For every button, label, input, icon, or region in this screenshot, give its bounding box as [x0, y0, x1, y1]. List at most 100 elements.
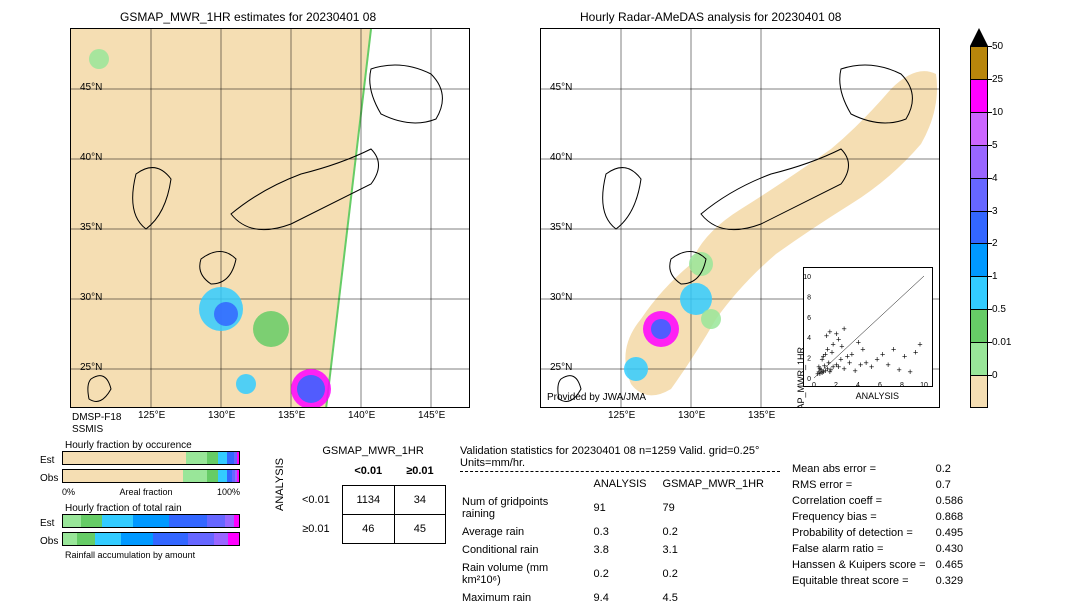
map-tick: 130°E	[678, 410, 705, 421]
frac-segment	[77, 533, 95, 545]
metric-label: Hanssen & Kuipers score =	[792, 558, 926, 572]
obs-label: Obs	[40, 473, 62, 484]
scatter-point: +	[834, 329, 839, 339]
precip-blob	[236, 374, 256, 394]
precip-blob	[253, 311, 289, 347]
scatter-point: +	[869, 362, 874, 372]
colorbar-tick: 0.5	[992, 304, 1006, 315]
svg-text:10: 10	[804, 274, 811, 281]
ct-00: 1134	[342, 486, 394, 515]
vt-label: Maximum rain	[462, 590, 592, 606]
frac-segment	[214, 533, 228, 545]
vt-label: Num of gridpoints raining	[462, 494, 592, 522]
frac-segment	[228, 533, 239, 545]
colorbar-tick: 5	[992, 140, 998, 151]
frac-segment	[218, 470, 227, 482]
vt-h1: GSMAP_MWR_1HR	[663, 476, 778, 492]
svg-text:6: 6	[878, 382, 882, 388]
svg-text:10: 10	[920, 382, 928, 388]
ct-rh1: ≥0.01	[290, 515, 342, 544]
scatter-point: +	[908, 367, 913, 377]
colorbar-tick: 0.01	[992, 337, 1011, 348]
metric-label: Mean abs error =	[792, 462, 926, 476]
vt-b: 79	[663, 494, 778, 522]
scatter-plot: ++++++++++++++++++++++++++++++++++++++++…	[803, 267, 933, 387]
vt-a: 91	[594, 494, 661, 522]
metric-label: Equitable threat score =	[792, 574, 926, 588]
metric-value: 0.430	[928, 542, 964, 556]
validation-title: Validation statistics for 20230401 08 n=…	[460, 445, 780, 469]
metric-label: False alarm ratio =	[792, 542, 926, 556]
fraction-legend: Rainfall accumulation by amount	[65, 550, 240, 560]
satellite-label-1: DMSP-F18	[72, 412, 121, 423]
frac-segment	[234, 515, 239, 527]
colorbar-segment	[970, 342, 988, 375]
frac-axis-mid: Areal fraction	[75, 487, 217, 497]
frac-segment	[207, 452, 218, 464]
frac-segment	[225, 515, 234, 527]
svg-text:2: 2	[834, 382, 838, 388]
ct-11: 45	[394, 515, 445, 544]
map-tick: 30°N	[80, 292, 102, 303]
metric-label: RMS error =	[792, 478, 926, 492]
scatter-point: +	[902, 352, 907, 362]
scatter-point: +	[821, 352, 826, 362]
frac-segment	[153, 533, 188, 545]
map-tick: 145°E	[418, 410, 445, 421]
frac-segment	[121, 533, 153, 545]
metric-value: 0.868	[928, 510, 964, 524]
scatter-point: +	[897, 365, 902, 375]
scatter-svg: ++++++++++++++++++++++++++++++++++++++++…	[804, 268, 934, 388]
metric-value: 0.586	[928, 494, 964, 508]
colorbar-tick: 3	[992, 206, 998, 217]
scatter-point: +	[853, 366, 858, 376]
frac-axis-right: 100%	[217, 487, 240, 497]
map-tick: 125°E	[608, 410, 635, 421]
svg-text:4: 4	[856, 382, 860, 388]
scatter-point: +	[842, 364, 847, 374]
metric-label: Probability of detection =	[792, 526, 926, 540]
frac-segment	[207, 515, 225, 527]
metric-value: 0.329	[928, 574, 964, 588]
rain-est-bar	[62, 514, 240, 528]
map-tick: 45°N	[550, 82, 572, 93]
svg-text:6: 6	[807, 315, 811, 322]
vt-b: 3.1	[663, 542, 778, 558]
colorbar: 502510543210.50.010	[970, 28, 988, 408]
scatter-xlabel: ANALYSIS	[856, 391, 899, 401]
dashed-divider	[460, 471, 780, 472]
precip-blob	[624, 357, 648, 381]
frac-axis-left: 0%	[62, 487, 75, 497]
fraction-occ-title: Hourly fraction by occurence	[65, 440, 240, 451]
scatter-point: +	[917, 339, 922, 349]
svg-text:2: 2	[807, 356, 811, 363]
map-tick: 140°E	[348, 410, 375, 421]
colorbar-segment	[970, 375, 988, 408]
right-map-title: Hourly Radar-AMeDAS analysis for 2023040…	[580, 10, 841, 24]
scatter-point: +	[816, 362, 821, 372]
right-map: Provided by JWA/JMA ++++++++++++++++++++…	[540, 28, 940, 408]
colorbar-tick: 1	[992, 271, 998, 282]
frac-segment	[237, 452, 239, 464]
colorbar-segment	[970, 276, 988, 309]
metric-label: Correlation coeff =	[792, 494, 926, 508]
map-tick: 40°N	[80, 152, 102, 163]
metric-value: 0.2	[928, 462, 964, 476]
precip-blob	[89, 49, 109, 69]
frac-segment	[186, 452, 207, 464]
precip-blob	[214, 302, 238, 326]
colorbar-segment	[970, 145, 988, 178]
svg-text:4: 4	[807, 335, 811, 342]
frac-segment	[207, 470, 218, 482]
vt-h0: ANALYSIS	[594, 476, 661, 492]
metric-value: 0.7	[928, 478, 964, 492]
svg-text:8: 8	[900, 382, 904, 388]
ct-ch1: ≥0.01	[394, 457, 445, 486]
map-tick: 30°N	[550, 292, 572, 303]
colorbar-segment	[970, 309, 988, 342]
vt-label: Average rain	[462, 524, 592, 540]
contingency-table: <0.01≥0.01 <0.01113434 ≥0.014645	[290, 457, 446, 544]
scatter-point: +	[831, 339, 836, 349]
frac-segment	[188, 533, 214, 545]
frac-segment	[169, 515, 208, 527]
